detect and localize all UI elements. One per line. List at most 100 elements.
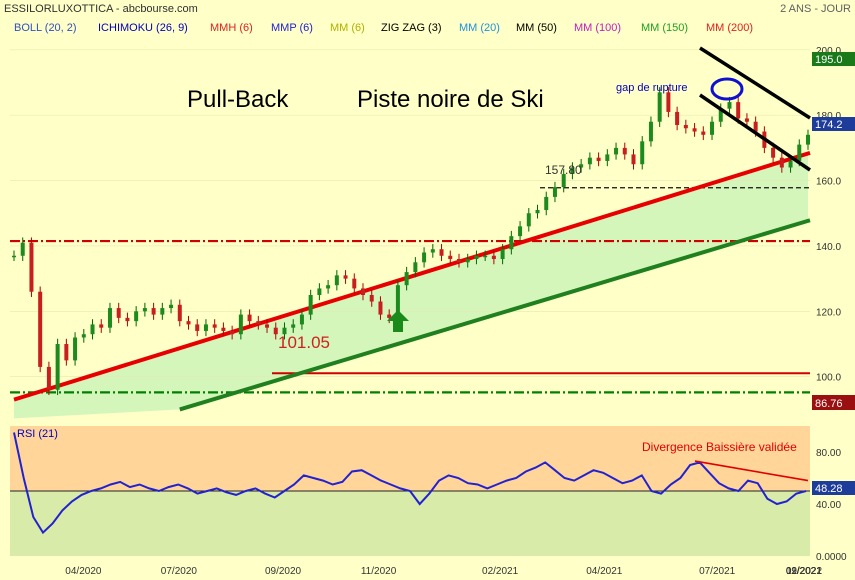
price-candle [552,187,557,197]
gap-circle [710,77,744,101]
chart-period: 2 ANS - JOUR [780,3,851,15]
indicator-legend: BOLL (20, 2) ICHIMOKU (26, 9) MMH (6) MMP (… [14,22,753,34]
rsi-tick-label: 80.00 [816,448,841,459]
indicator-label: MM (20) [459,22,500,34]
price-candle [753,121,758,132]
price-candle [221,327,226,331]
x-tick-label: 02/2022 [786,566,823,577]
price-badge-bottom-bg [812,395,855,410]
price-tick-label: 180.0 [816,111,841,122]
piste-annotation: Piste noire de Ski [357,86,544,113]
divergence-annotation: Divergence Baissière validée [642,440,797,454]
price-candle [579,164,584,168]
price-tick-label: 140.0 [816,242,841,253]
price-candle [142,308,147,312]
price-candle [107,308,112,328]
price-candle [291,324,296,328]
indicator-label: ICHIMOKU (26, 9) [98,22,188,34]
price-candle [177,304,182,322]
price-candle [134,311,139,322]
price-candle [535,209,540,214]
price-candle [648,121,653,142]
price-candle [465,259,470,263]
x-tick-label: 02/2021 [482,566,519,577]
price-candle [622,147,627,155]
pullback-annotation: Pull-Back [187,86,289,113]
price-candle [361,288,366,295]
x-tick-label: 07/2020 [161,566,198,577]
price-candle [771,147,776,158]
price-candle [334,275,339,286]
price-candle [692,128,697,132]
price-candle [203,324,208,331]
x-tick-label: 09/2021 [786,566,823,577]
rsi-label: RSI (21) [17,428,58,440]
price-tick-label: 200.0 [816,46,841,57]
price-candle [561,174,566,188]
x-tick-label: 04/2020 [65,566,102,577]
x-tick-label: 11/2020 [361,566,397,577]
rsi-tick-label: 0.0000 [816,552,847,563]
x-tick-label: 11/2021 [786,566,822,577]
price-candle [526,213,531,227]
price-candle [343,275,348,279]
price-tick-label: 120.0 [816,307,841,318]
price-candle [422,252,427,263]
price-candle [518,226,523,237]
price-candle [46,366,51,390]
price-candle [544,196,549,210]
price-badge-current-bg [812,117,855,131]
price-candle [212,324,217,328]
x-tick-label: 09/2020 [265,566,302,577]
price-candle [500,249,505,260]
price-candle [605,154,610,161]
price-candle [675,111,680,125]
price-candle [701,131,706,135]
price-candle [282,327,287,335]
rsi-line [13,432,807,535]
rsi-overbought-zone [10,426,810,491]
x-tick-label: 04/2021 [586,566,623,577]
price-candle [570,167,575,175]
rsi-oversold-zone [10,491,810,556]
price-candle [413,262,418,273]
price-candle [55,344,60,390]
price-candle [29,242,34,292]
price-candle [247,314,252,322]
price-candle [230,330,235,335]
price-candle [456,259,461,263]
price-candle [352,278,357,289]
price-candle [116,308,121,318]
price-badge-bottom: 86.76 [815,398,843,410]
price-candle [430,249,435,253]
indicator-label: MM (100) [574,22,621,34]
price-candle [265,324,270,328]
price-candle [683,124,688,129]
chart-title: ESSILORLUXOTTICA - abcbourse.com [4,3,198,15]
wedge-upper-line [699,46,811,120]
price-badge-top: 195.0 [815,54,843,66]
price-tick-label: 100.0 [816,373,841,384]
price-badge-top-bg [812,52,855,66]
indicator-label: MMH (6) [210,22,253,34]
price-candle [788,160,793,168]
price-candle [12,255,16,258]
price-candle [779,157,784,168]
price-candle [509,236,514,250]
indicator-label: BOLL (20, 2) [14,22,77,34]
indicator-label: MM (200) [706,22,753,34]
x-tick-label: 07/2021 [699,566,736,577]
price-badge-current: 174.2 [815,119,843,131]
price-candle [387,314,392,318]
price-candle [378,301,383,315]
price-candle [727,102,732,109]
price-candle [81,334,86,338]
trendline-support [179,218,811,412]
pullback-arrow [387,310,409,332]
price-candle [640,141,645,165]
indicator-label: MM (150) [641,22,688,34]
price-candle [491,255,496,260]
indicator-label: ZIG ZAG (3) [381,22,442,34]
price-candle [238,314,243,335]
